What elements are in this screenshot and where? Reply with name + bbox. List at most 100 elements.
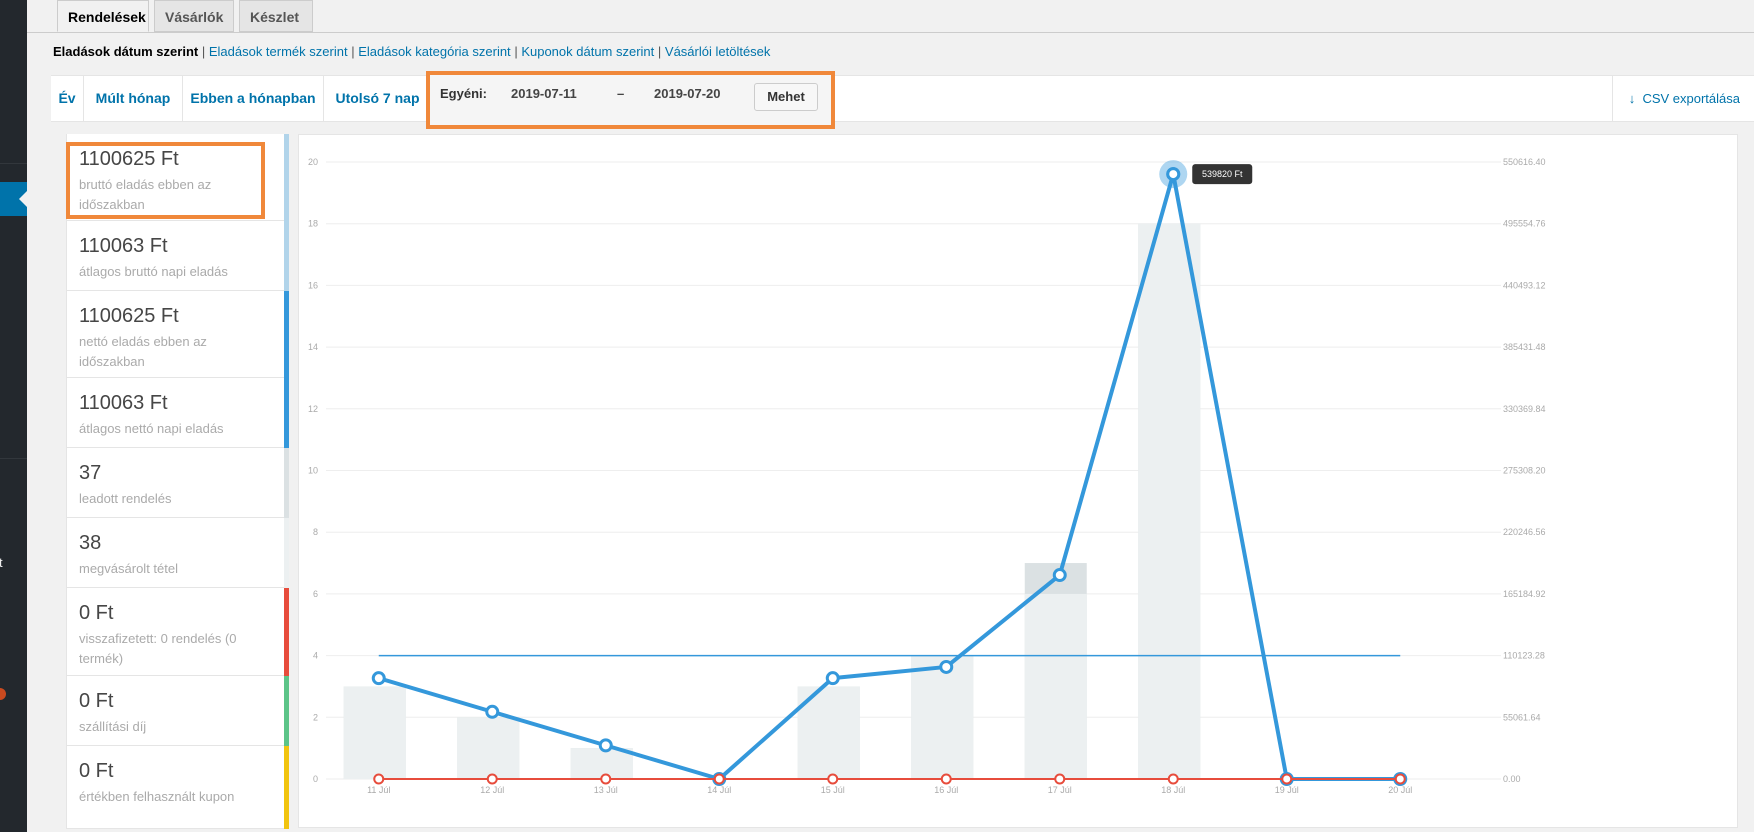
x-tick-label: 18 Júl: [1161, 785, 1185, 795]
line-point: [1054, 773, 1066, 785]
y-left-tick-label: 16: [308, 280, 318, 290]
line-point: [485, 704, 500, 719]
bar-mark: [1138, 223, 1201, 779]
notification-badge-icon: [0, 688, 6, 700]
legend-items-purchased[interactable]: 38 megvásárolt tétel: [67, 518, 289, 588]
start-date-input[interactable]: 2019-07-11: [511, 86, 577, 101]
go-button[interactable]: Mehet: [754, 83, 818, 111]
end-date-input[interactable]: 2019-07-20: [654, 86, 721, 101]
sidebar-active-arrow-icon: [19, 191, 27, 207]
x-tick-label: 17 Júl: [1048, 785, 1072, 795]
hover-point: [1166, 167, 1181, 182]
csv-export-link[interactable]: ↓ CSV exportálása: [1611, 76, 1754, 121]
bar-mark: [570, 748, 633, 779]
line-point: [371, 671, 386, 686]
y-left-tick-label: 2: [313, 712, 318, 722]
line-point: [939, 659, 954, 674]
x-tick-label: 19 Júl: [1275, 785, 1299, 795]
subnav-coupons-by-date[interactable]: Kuponok dátum szerint: [521, 44, 655, 59]
x-tick-label: 13 Júl: [594, 785, 618, 795]
line-point: [1167, 773, 1179, 785]
bar-mark: [457, 717, 520, 779]
legend-gross-sales[interactable]: 1100625 Ft bruttó eladás ebben az idősza…: [67, 134, 289, 221]
y-left-tick-label: 18: [308, 219, 318, 229]
chart-legend: 1100625 Ft bruttó eladás ebben az idősza…: [66, 134, 289, 829]
sales-chart: 0 2 4 6 8 10 12 14 16 18 20 0.00 55061.64 110123.28 16…: [308, 157, 1546, 795]
line-point: [373, 773, 385, 785]
subnav-current: Eladások dátum szerint: [53, 44, 199, 59]
y-right-tick-label: 110123.28: [1503, 651, 1545, 661]
line-point: [600, 773, 612, 785]
range-last-7-days[interactable]: Utolsó 7 nap: [324, 76, 432, 121]
range-year[interactable]: Év: [51, 76, 84, 121]
y-left-tick-label: 8: [313, 527, 318, 537]
y-right-tick-label: 385431.48: [1503, 342, 1546, 352]
x-tick-label: 14 Júl: [707, 785, 731, 795]
y-right-tick-label: 495554.76: [1503, 219, 1546, 229]
y-left-tick-label: 0: [313, 774, 318, 784]
y-right-tick-label: 0.00: [1503, 774, 1521, 784]
y-right-tick-label: 550616.40: [1503, 157, 1546, 167]
y-right-tick-label: 165184.92: [1503, 589, 1546, 599]
sidebar-separator: [0, 163, 27, 164]
line-point: [1394, 773, 1406, 785]
legend-shipping[interactable]: 0 Ft szállítási díj: [67, 676, 289, 746]
tab-orders[interactable]: Rendelések: [57, 0, 149, 32]
y-right-tick-label: 55061.64: [1503, 712, 1541, 722]
x-tick-label: 11 Júl: [367, 785, 390, 795]
y-right-tick-label: 440493.12: [1503, 280, 1546, 290]
x-tick-label: 15 Júl: [821, 785, 845, 795]
line-point: [1281, 773, 1293, 785]
tabs-divider: [27, 32, 1754, 33]
chart-panel: [298, 134, 1738, 828]
tooltip-box: [1192, 164, 1253, 185]
line-point: [486, 773, 498, 785]
legend-avg-gross-daily[interactable]: 110063 Ft átlagos bruttó napi eladás: [67, 221, 289, 291]
line-point: [940, 773, 952, 785]
net-sales-line: [378, 172, 1401, 781]
legend-coupons[interactable]: 0 Ft értékben felhasznált kupon: [67, 746, 289, 829]
legend-refunded[interactable]: 0 Ft visszafizetett: 0 rendelés (0 termé…: [67, 588, 289, 676]
custom-range-box: Egyéni: 2019-07-11 – 2019-07-20 Mehet: [426, 71, 835, 129]
down-arrow-icon: ↓: [1628, 91, 1636, 106]
line-point: [825, 671, 840, 686]
subnav-sales-by-category[interactable]: Eladások kategória szerint: [358, 44, 511, 59]
y-left-tick-label: 14: [308, 342, 318, 352]
subnav-sales-by-product[interactable]: Eladások termék szerint: [208, 44, 348, 59]
line-point: [827, 773, 839, 785]
y-right-tick-label: 220246.56: [1503, 527, 1546, 537]
tooltip-text: 539820 Ft: [1202, 169, 1243, 179]
range-this-month[interactable]: Ebben a hónapban: [183, 76, 324, 121]
date-separator: –: [617, 86, 625, 101]
date-range-bar: Év Múlt hónap Ebben a hónapban Utolsó 7 …: [51, 75, 1754, 122]
line-point: [598, 738, 613, 753]
range-last-month[interactable]: Múlt hónap: [84, 76, 183, 121]
y-left-tick-label: 6: [313, 589, 318, 599]
legend-orders-placed[interactable]: 37 leadott rendelés: [67, 448, 289, 518]
x-tick-label: 16 Júl: [934, 785, 958, 795]
tab-stock[interactable]: Készlet: [239, 0, 313, 32]
x-tick-label: 12 Júl: [480, 785, 504, 795]
annotation-highlight-box: [66, 142, 265, 219]
legend-net-sales[interactable]: 1100625 Ft nettó eladás ebben az időszak…: [67, 291, 289, 378]
sidebar-separator: [0, 458, 27, 459]
tab-customers[interactable]: Vásárlók: [154, 0, 234, 32]
csv-export-label: CSV exportálása: [1642, 91, 1740, 106]
y-left-tick-label: 10: [308, 466, 318, 476]
y-left-tick-label: 20: [308, 157, 318, 167]
bar-mark: [343, 686, 406, 779]
line-point: [1052, 568, 1067, 583]
y-left-tick-label: 12: [308, 404, 318, 414]
x-tick-label: 20 Júl: [1388, 785, 1412, 795]
y-right-tick-label: 275308.20: [1503, 466, 1546, 476]
admin-sidebar: t: [0, 0, 27, 832]
legend-avg-net-daily[interactable]: 110063 Ft átlagos nettó napi eladás: [67, 378, 289, 448]
subnav-customer-downloads[interactable]: Vásárlói letöltések: [664, 44, 771, 59]
bar-mark: [1024, 593, 1087, 779]
custom-range-label: Egyéni:: [440, 86, 487, 101]
bar-mark: [911, 655, 974, 779]
y-right-tick-label: 330369.84: [1503, 404, 1546, 414]
sidebar-text-fragment: t: [0, 555, 3, 570]
line-point: [713, 773, 725, 785]
report-subnav: Eladások dátum szerint | Eladások termék…: [53, 44, 771, 59]
